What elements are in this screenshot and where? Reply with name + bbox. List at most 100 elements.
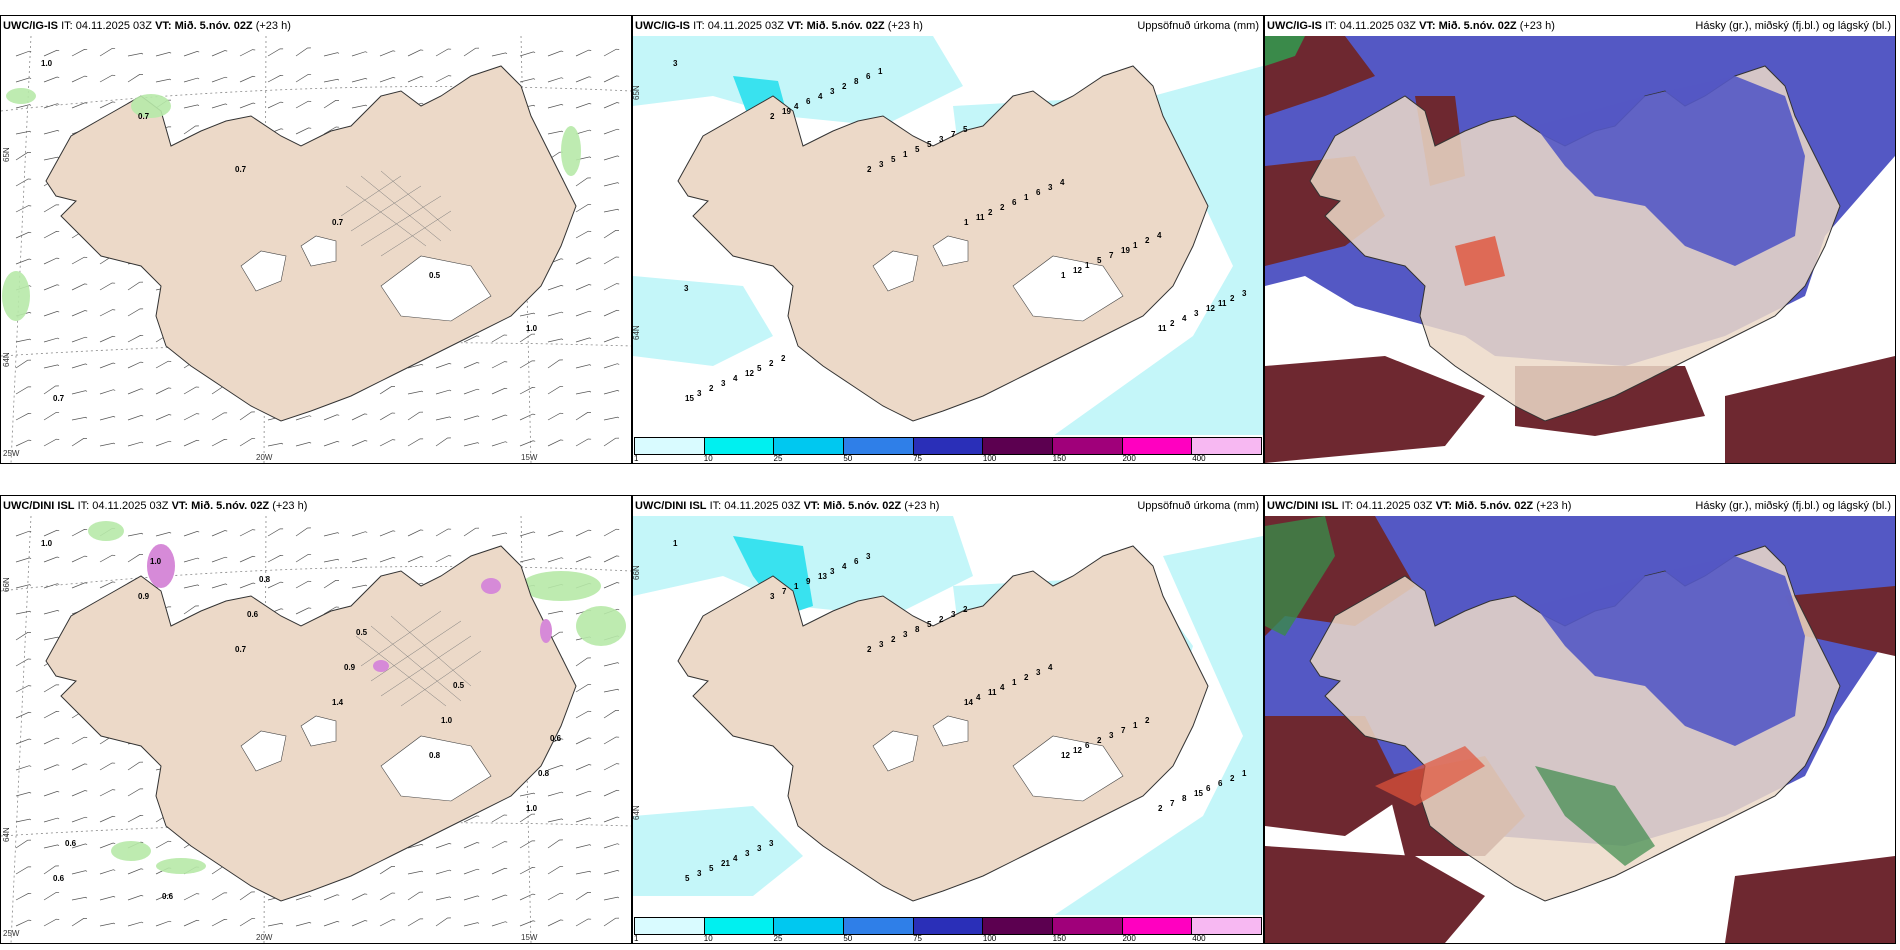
value-label: 11 (976, 213, 985, 222)
wind-barb (547, 77, 564, 83)
wind-barb (43, 412, 60, 421)
legend-tick: 150 (1052, 934, 1067, 943)
wind-barb (15, 231, 32, 239)
wind-barb (547, 311, 564, 317)
wind-barb (267, 922, 284, 927)
legend-swatch (983, 438, 1054, 454)
wind-barb (43, 438, 60, 447)
wind-barb (575, 556, 592, 563)
precip-spots (88, 521, 626, 874)
wind-barb (127, 335, 144, 343)
panel-header: UWC/DINI ISL IT: 04.11.2025 03Z VT: Mið.… (1, 496, 631, 516)
wind-barb (379, 919, 396, 927)
wind-barb (379, 50, 396, 57)
wind-barb (575, 310, 592, 317)
wind-barb (211, 439, 228, 447)
wind-barb (519, 792, 536, 797)
wind-barb (547, 130, 564, 135)
wind-barb (575, 177, 591, 187)
legend-tick: 75 (913, 454, 923, 463)
wind-barb (127, 361, 144, 369)
wind-barb (435, 843, 452, 849)
wind-barb (575, 337, 592, 343)
wind-barb (155, 440, 172, 447)
value-label: 1 (903, 150, 908, 159)
wind-barb (575, 737, 592, 745)
wind-barb (323, 126, 340, 135)
wind-barb (575, 892, 591, 901)
wind-barb (295, 100, 312, 109)
legend-tick: 1 (634, 454, 639, 463)
wind-barb (127, 554, 143, 563)
wind-barb (15, 738, 32, 745)
wind-barb (127, 52, 144, 57)
wind-barb (575, 284, 592, 291)
lat-label: 64N (633, 805, 641, 820)
wind-barb (519, 920, 536, 927)
wind-barb (43, 583, 60, 589)
wind-barb (603, 256, 620, 265)
wind-barb (603, 128, 620, 135)
wind-barb (43, 257, 60, 265)
wind-barb (15, 205, 32, 213)
value-label: 1.4 (332, 698, 344, 707)
wind-barb (71, 896, 88, 901)
wind-barb (43, 385, 59, 395)
value-label: 2 (1145, 236, 1150, 245)
wind-barb (463, 335, 480, 343)
wind-barb (575, 103, 592, 109)
value-label: 2 (867, 165, 872, 174)
wind-barb (211, 50, 228, 57)
panel-top-cloud: UWC/IG-IS IT: 04.11.2025 03Z VT: Mið. 5.… (1264, 15, 1896, 464)
panel-header: UWC/DINI ISL IT: 04.11.2025 03Z VT: Mið.… (633, 496, 1263, 516)
value-label: 1 (1061, 271, 1066, 280)
legend-tick: 100 (982, 454, 997, 463)
wind-barb (491, 921, 508, 927)
wind-barb (43, 764, 60, 771)
wind-barb (183, 77, 200, 83)
lat-label: 66N (633, 565, 641, 580)
wind-barb (43, 737, 60, 745)
wind-barb (463, 895, 480, 901)
wind-barb (547, 557, 564, 563)
value-label: 3 (1109, 731, 1114, 740)
wind-barb (15, 50, 32, 57)
wind-barb (183, 557, 200, 563)
wind-barb (15, 258, 32, 265)
value-label: 0.7 (332, 218, 344, 227)
legend-tick: 1 (634, 934, 639, 943)
legend-swatch (913, 438, 984, 454)
wind-barb (71, 438, 87, 447)
value-label: 3 (879, 160, 884, 169)
value-label: 11 (1218, 299, 1227, 308)
value-label: 1.0 (526, 804, 538, 813)
vt-value: Mið. 5.nóv. 02Z (823, 500, 902, 512)
value-label: 0.9 (344, 663, 356, 672)
legend-swatch (844, 918, 914, 934)
value-label: 6 (854, 557, 859, 566)
wind-barb (99, 442, 116, 447)
wind-barb (127, 441, 144, 447)
wind-barb (295, 47, 311, 57)
wind-barb (99, 48, 116, 57)
value-label: 2 (709, 384, 714, 393)
wind-barb (71, 816, 88, 823)
value-label: 4 (842, 562, 847, 571)
wind-barb (127, 281, 144, 291)
wind-barb (71, 283, 88, 291)
lon-label: 15W (521, 933, 538, 942)
value-label: 4 (1000, 683, 1005, 692)
wind-barb (435, 437, 451, 447)
wind-barb (491, 441, 508, 447)
cloud-high (1725, 356, 1895, 463)
model-name: UWC/DINI ISL (3, 500, 75, 512)
wind-barb (603, 182, 620, 187)
value-label: 8 (1182, 794, 1187, 803)
wind-barb (603, 688, 620, 693)
value-label: 0.6 (550, 734, 562, 743)
wind-barb (435, 917, 451, 927)
value-label: 7 (782, 587, 787, 596)
wind-barb (351, 920, 368, 927)
value-label: 4 (733, 854, 738, 863)
wind-barb (323, 921, 340, 927)
